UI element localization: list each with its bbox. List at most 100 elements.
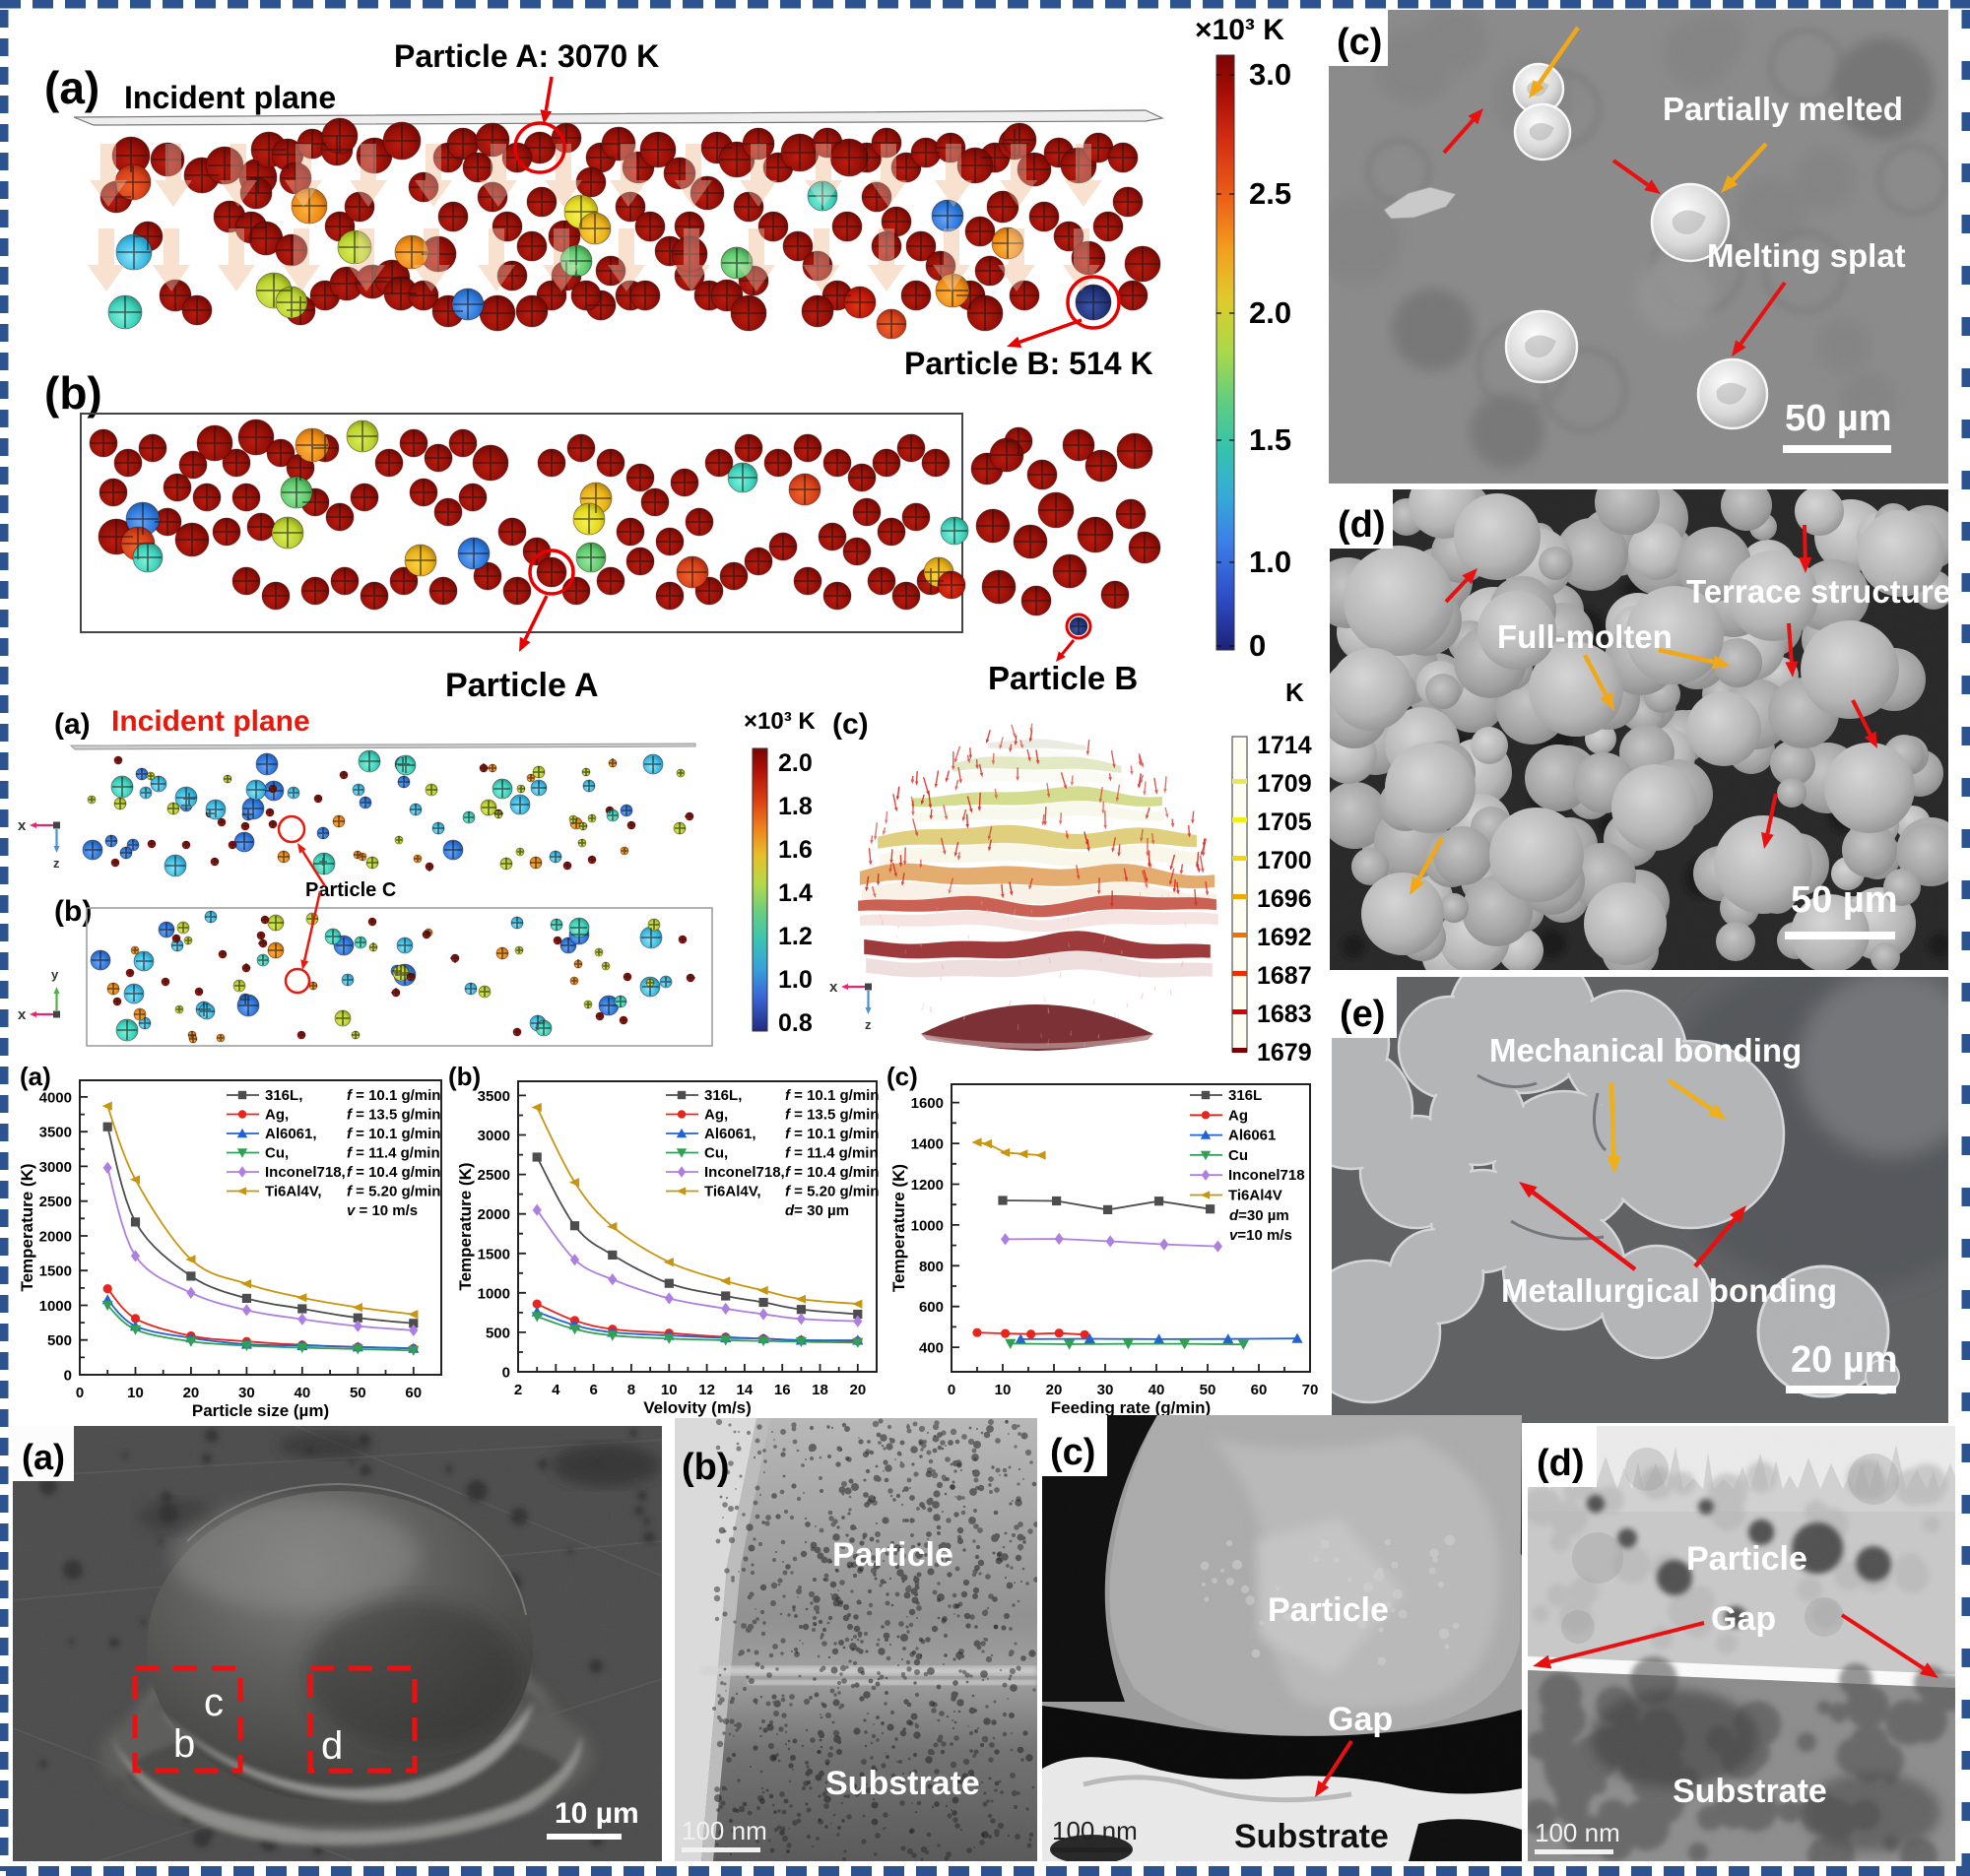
svg-text:x: x xyxy=(829,979,838,996)
svg-text:(a): (a) xyxy=(44,62,99,113)
svg-text:Full-molten: Full-molten xyxy=(1497,618,1673,655)
svg-text:d: d xyxy=(321,1724,343,1768)
svg-text:2500: 2500 xyxy=(478,1167,510,1184)
svg-text:100 nm: 100 nm xyxy=(1535,1818,1620,1847)
svg-text:(c): (c) xyxy=(886,1062,918,1091)
svg-text:f = 13.5 g/min: f = 13.5 g/min xyxy=(347,1107,440,1124)
svg-text:18: 18 xyxy=(812,1382,828,1398)
svg-text:f = 10.1 g/min: f = 10.1 g/min xyxy=(347,1087,440,1104)
svg-text:40: 40 xyxy=(1149,1382,1165,1398)
svg-text:Gap: Gap xyxy=(1711,1600,1776,1638)
svg-text:(c): (c) xyxy=(1050,1432,1095,1473)
svg-text:0: 0 xyxy=(64,1368,72,1385)
svg-text:316L: 316L xyxy=(1228,1087,1262,1104)
svg-text:Gap: Gap xyxy=(1328,1701,1393,1738)
svg-text:1.0: 1.0 xyxy=(778,966,813,994)
svg-text:10: 10 xyxy=(661,1382,678,1398)
svg-text:60: 60 xyxy=(405,1385,422,1401)
svg-text:1687: 1687 xyxy=(1257,962,1312,990)
svg-text:6: 6 xyxy=(589,1382,597,1398)
svg-text:f = 10.4 g/min: f = 10.4 g/min xyxy=(347,1164,440,1181)
svg-text:d=30 µm: d=30 µm xyxy=(1229,1207,1289,1224)
svg-text:Particle C: Particle C xyxy=(305,879,396,901)
svg-text:4000: 4000 xyxy=(39,1089,72,1106)
svg-text:1.0: 1.0 xyxy=(1249,545,1291,579)
svg-text:Ti6Al4V,: Ti6Al4V, xyxy=(265,1184,322,1200)
svg-text:Al6061,: Al6061, xyxy=(704,1126,756,1142)
svg-text:1200: 1200 xyxy=(911,1177,944,1194)
svg-text:40: 40 xyxy=(295,1385,311,1401)
svg-text:f = 10.1 g/min: f = 10.1 g/min xyxy=(347,1126,440,1142)
svg-text:50: 50 xyxy=(350,1385,366,1401)
svg-text:f = 5.20 g/min: f = 5.20 g/min xyxy=(785,1184,879,1200)
svg-text:Temperature (K): Temperature (K) xyxy=(889,1164,908,1292)
svg-text:0: 0 xyxy=(502,1365,510,1382)
svg-text:Ti6Al4V,: Ti6Al4V, xyxy=(704,1184,761,1200)
svg-text:500: 500 xyxy=(486,1325,510,1341)
svg-text:f = 10.1 g/min: f = 10.1 g/min xyxy=(785,1087,879,1104)
svg-text:Terrace structure: Terrace structure xyxy=(1686,573,1951,610)
svg-text:Incident plane: Incident plane xyxy=(124,80,336,115)
svg-text:2: 2 xyxy=(514,1382,522,1398)
svg-text:1000: 1000 xyxy=(39,1298,72,1315)
svg-text:50: 50 xyxy=(1200,1382,1216,1398)
svg-text:Metallurgical bonding: Metallurgical bonding xyxy=(1501,1272,1837,1309)
svg-text:×10³ K: ×10³ K xyxy=(1195,14,1284,46)
svg-text:f = 5.20 g/min: f = 5.20 g/min xyxy=(347,1184,440,1200)
svg-text:(b): (b) xyxy=(682,1447,730,1488)
svg-text:20: 20 xyxy=(183,1385,200,1401)
svg-text:Melting splat: Melting splat xyxy=(1707,237,1906,274)
svg-text:Al6061: Al6061 xyxy=(1228,1128,1276,1144)
svg-text:(b): (b) xyxy=(54,895,92,928)
svg-text:2.5: 2.5 xyxy=(1249,176,1291,211)
svg-text:f = 10.1 g/min: f = 10.1 g/min xyxy=(785,1126,879,1142)
svg-text:10: 10 xyxy=(127,1385,144,1401)
svg-text:0.8: 0.8 xyxy=(778,1009,813,1037)
svg-text:Cu,: Cu, xyxy=(704,1145,728,1162)
svg-text:Cu: Cu xyxy=(1228,1147,1248,1164)
svg-text:Incident plane: Incident plane xyxy=(111,705,310,738)
svg-text:Partially melted: Partially melted xyxy=(1663,91,1903,127)
svg-text:100 nm: 100 nm xyxy=(1052,1816,1138,1845)
svg-text:Al6061,: Al6061, xyxy=(265,1126,317,1142)
svg-text:Inconel718: Inconel718 xyxy=(1228,1167,1305,1184)
svg-text:1.8: 1.8 xyxy=(778,793,813,820)
svg-text:400: 400 xyxy=(919,1340,944,1357)
svg-text:3500: 3500 xyxy=(39,1125,72,1141)
svg-text:b: b xyxy=(173,1722,195,1766)
svg-text:1679: 1679 xyxy=(1257,1039,1312,1067)
svg-text:(e): (e) xyxy=(1340,994,1385,1035)
svg-text:Ag: Ag xyxy=(1228,1107,1248,1124)
svg-text:(c): (c) xyxy=(1337,22,1382,63)
svg-text:1714: 1714 xyxy=(1257,732,1312,759)
svg-text:(a): (a) xyxy=(54,708,91,741)
svg-text:1.6: 1.6 xyxy=(778,836,813,864)
svg-text:20: 20 xyxy=(849,1382,866,1398)
svg-text:(c): (c) xyxy=(832,708,869,741)
svg-text:Substrate: Substrate xyxy=(825,1765,980,1802)
svg-text:10: 10 xyxy=(995,1382,1012,1398)
svg-text:1.4: 1.4 xyxy=(778,879,813,907)
svg-text:1692: 1692 xyxy=(1257,924,1312,951)
svg-text:f = 10.4 g/min: f = 10.4 g/min xyxy=(785,1164,879,1181)
svg-text:v = 10 m/s: v = 10 m/s xyxy=(347,1202,418,1219)
svg-text:×10³ K: ×10³ K xyxy=(744,708,816,735)
svg-text:50 µm: 50 µm xyxy=(1791,879,1898,921)
svg-text:Temperature (K): Temperature (K) xyxy=(456,1162,475,1290)
svg-text:v=10 m/s: v=10 m/s xyxy=(1229,1227,1292,1244)
svg-text:Particle A: Particle A xyxy=(445,667,599,704)
svg-text:3000: 3000 xyxy=(39,1159,72,1176)
svg-text:1696: 1696 xyxy=(1257,885,1312,913)
svg-text:y: y xyxy=(51,967,59,982)
svg-text:z: z xyxy=(53,856,60,871)
svg-text:12: 12 xyxy=(698,1382,715,1398)
svg-text:(a): (a) xyxy=(20,1062,51,1091)
svg-text:1683: 1683 xyxy=(1257,1001,1312,1028)
svg-text:20 µm: 20 µm xyxy=(1791,1339,1898,1381)
svg-text:1.2: 1.2 xyxy=(778,923,813,950)
svg-text:1700: 1700 xyxy=(1257,847,1312,874)
svg-text:2000: 2000 xyxy=(39,1228,72,1245)
svg-text:316L,: 316L, xyxy=(704,1087,742,1104)
svg-text:1600: 1600 xyxy=(911,1095,944,1112)
svg-text:70: 70 xyxy=(1302,1382,1319,1398)
